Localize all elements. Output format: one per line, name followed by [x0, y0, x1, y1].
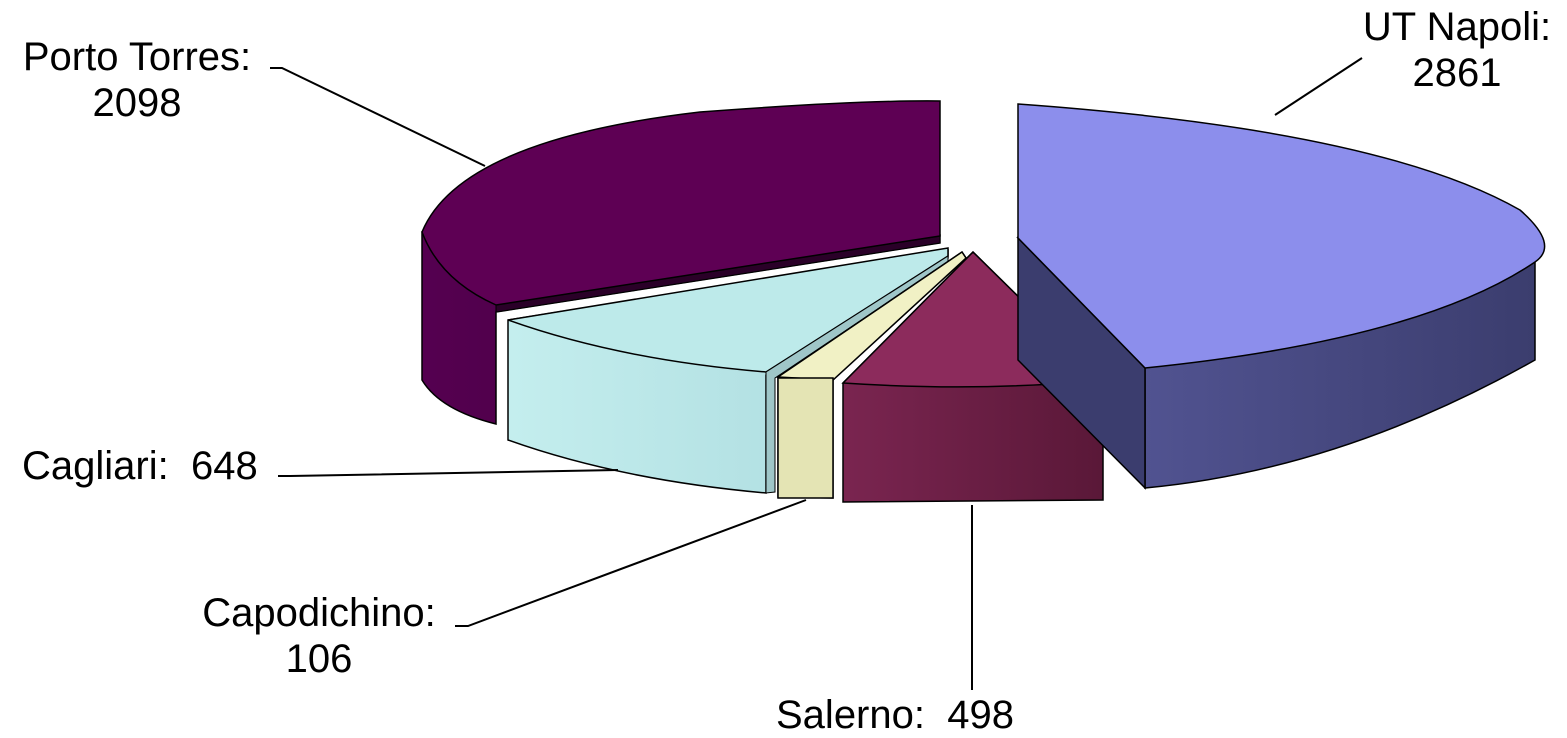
slice-cagliari — [507, 247, 949, 494]
label-cagliari-value: 648 — [190, 444, 258, 488]
label-porto-torres: Porto Torres: 2098 — [6, 34, 268, 126]
label-porto-torres-name: Porto Torres: — [22, 35, 252, 79]
leader-line-porto-torres — [270, 67, 486, 167]
label-ut-napoli: UT Napoli: 2861 — [1352, 4, 1562, 96]
label-salerno-value: 498 — [947, 693, 1014, 737]
leader-line-ut-napoli — [1274, 57, 1363, 116]
leader-line-capodichino — [455, 499, 807, 627]
label-salerno: Salerno: 498 — [776, 692, 1014, 738]
label-capodichino-name: Capodichino: — [202, 591, 436, 635]
label-capodichino: Capodichino: 106 — [184, 590, 454, 682]
label-cagliari: Cagliari: 648 — [22, 443, 258, 489]
label-capodichino-value: 106 — [285, 637, 353, 681]
slice-ut-napoli — [1016, 103, 1546, 490]
label-cagliari-name: Cagliari: — [22, 444, 180, 488]
label-porto-torres-value: 2098 — [92, 81, 182, 125]
slice-porto-torres — [421, 100, 941, 425]
label-ut-napoli-name: UT Napoli: — [1362, 5, 1552, 49]
label-ut-napoli-value: 2861 — [1412, 51, 1502, 95]
label-salerno-name: Salerno: — [776, 693, 937, 737]
leader-line-cagliari — [278, 469, 619, 477]
slice-capodichino — [775, 250, 967, 499]
